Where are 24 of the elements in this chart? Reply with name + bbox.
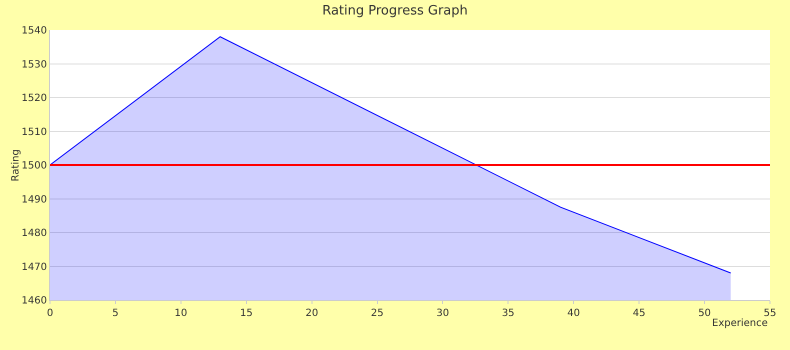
y-tick-label: 1490	[22, 194, 47, 206]
y-tick-label: 1460	[22, 296, 47, 306]
x-tick-label: 55	[764, 308, 776, 319]
y-tick-label: 1500	[22, 160, 47, 172]
y-tick-label: 1540	[22, 26, 47, 36]
x-tick-label: 40	[567, 308, 580, 319]
y-tick-label: 1530	[22, 59, 47, 70]
y-tick-label: 1470	[22, 262, 47, 273]
x-tick-label: 5	[112, 308, 119, 319]
y-axis-title: Rating	[10, 149, 22, 182]
y-tick-label: 1510	[22, 126, 47, 138]
x-tick-label: 25	[370, 308, 384, 319]
x-tick-label: 45	[632, 308, 646, 319]
y-tick-label: 1480	[22, 228, 47, 239]
x-tick-label: 35	[502, 308, 515, 319]
x-tick-label: 15	[240, 308, 253, 319]
x-tick-label: 30	[436, 308, 450, 319]
x-tick-label: 50	[698, 308, 711, 319]
x-tick-label: 0	[46, 308, 54, 319]
chart-title: Rating Progress Graph	[322, 3, 468, 18]
y-tick-label: 1520	[22, 93, 47, 104]
x-tick-label: 10	[174, 308, 188, 319]
x-tick-label: 20	[305, 308, 318, 319]
x-axis-title: Experience	[712, 318, 768, 329]
